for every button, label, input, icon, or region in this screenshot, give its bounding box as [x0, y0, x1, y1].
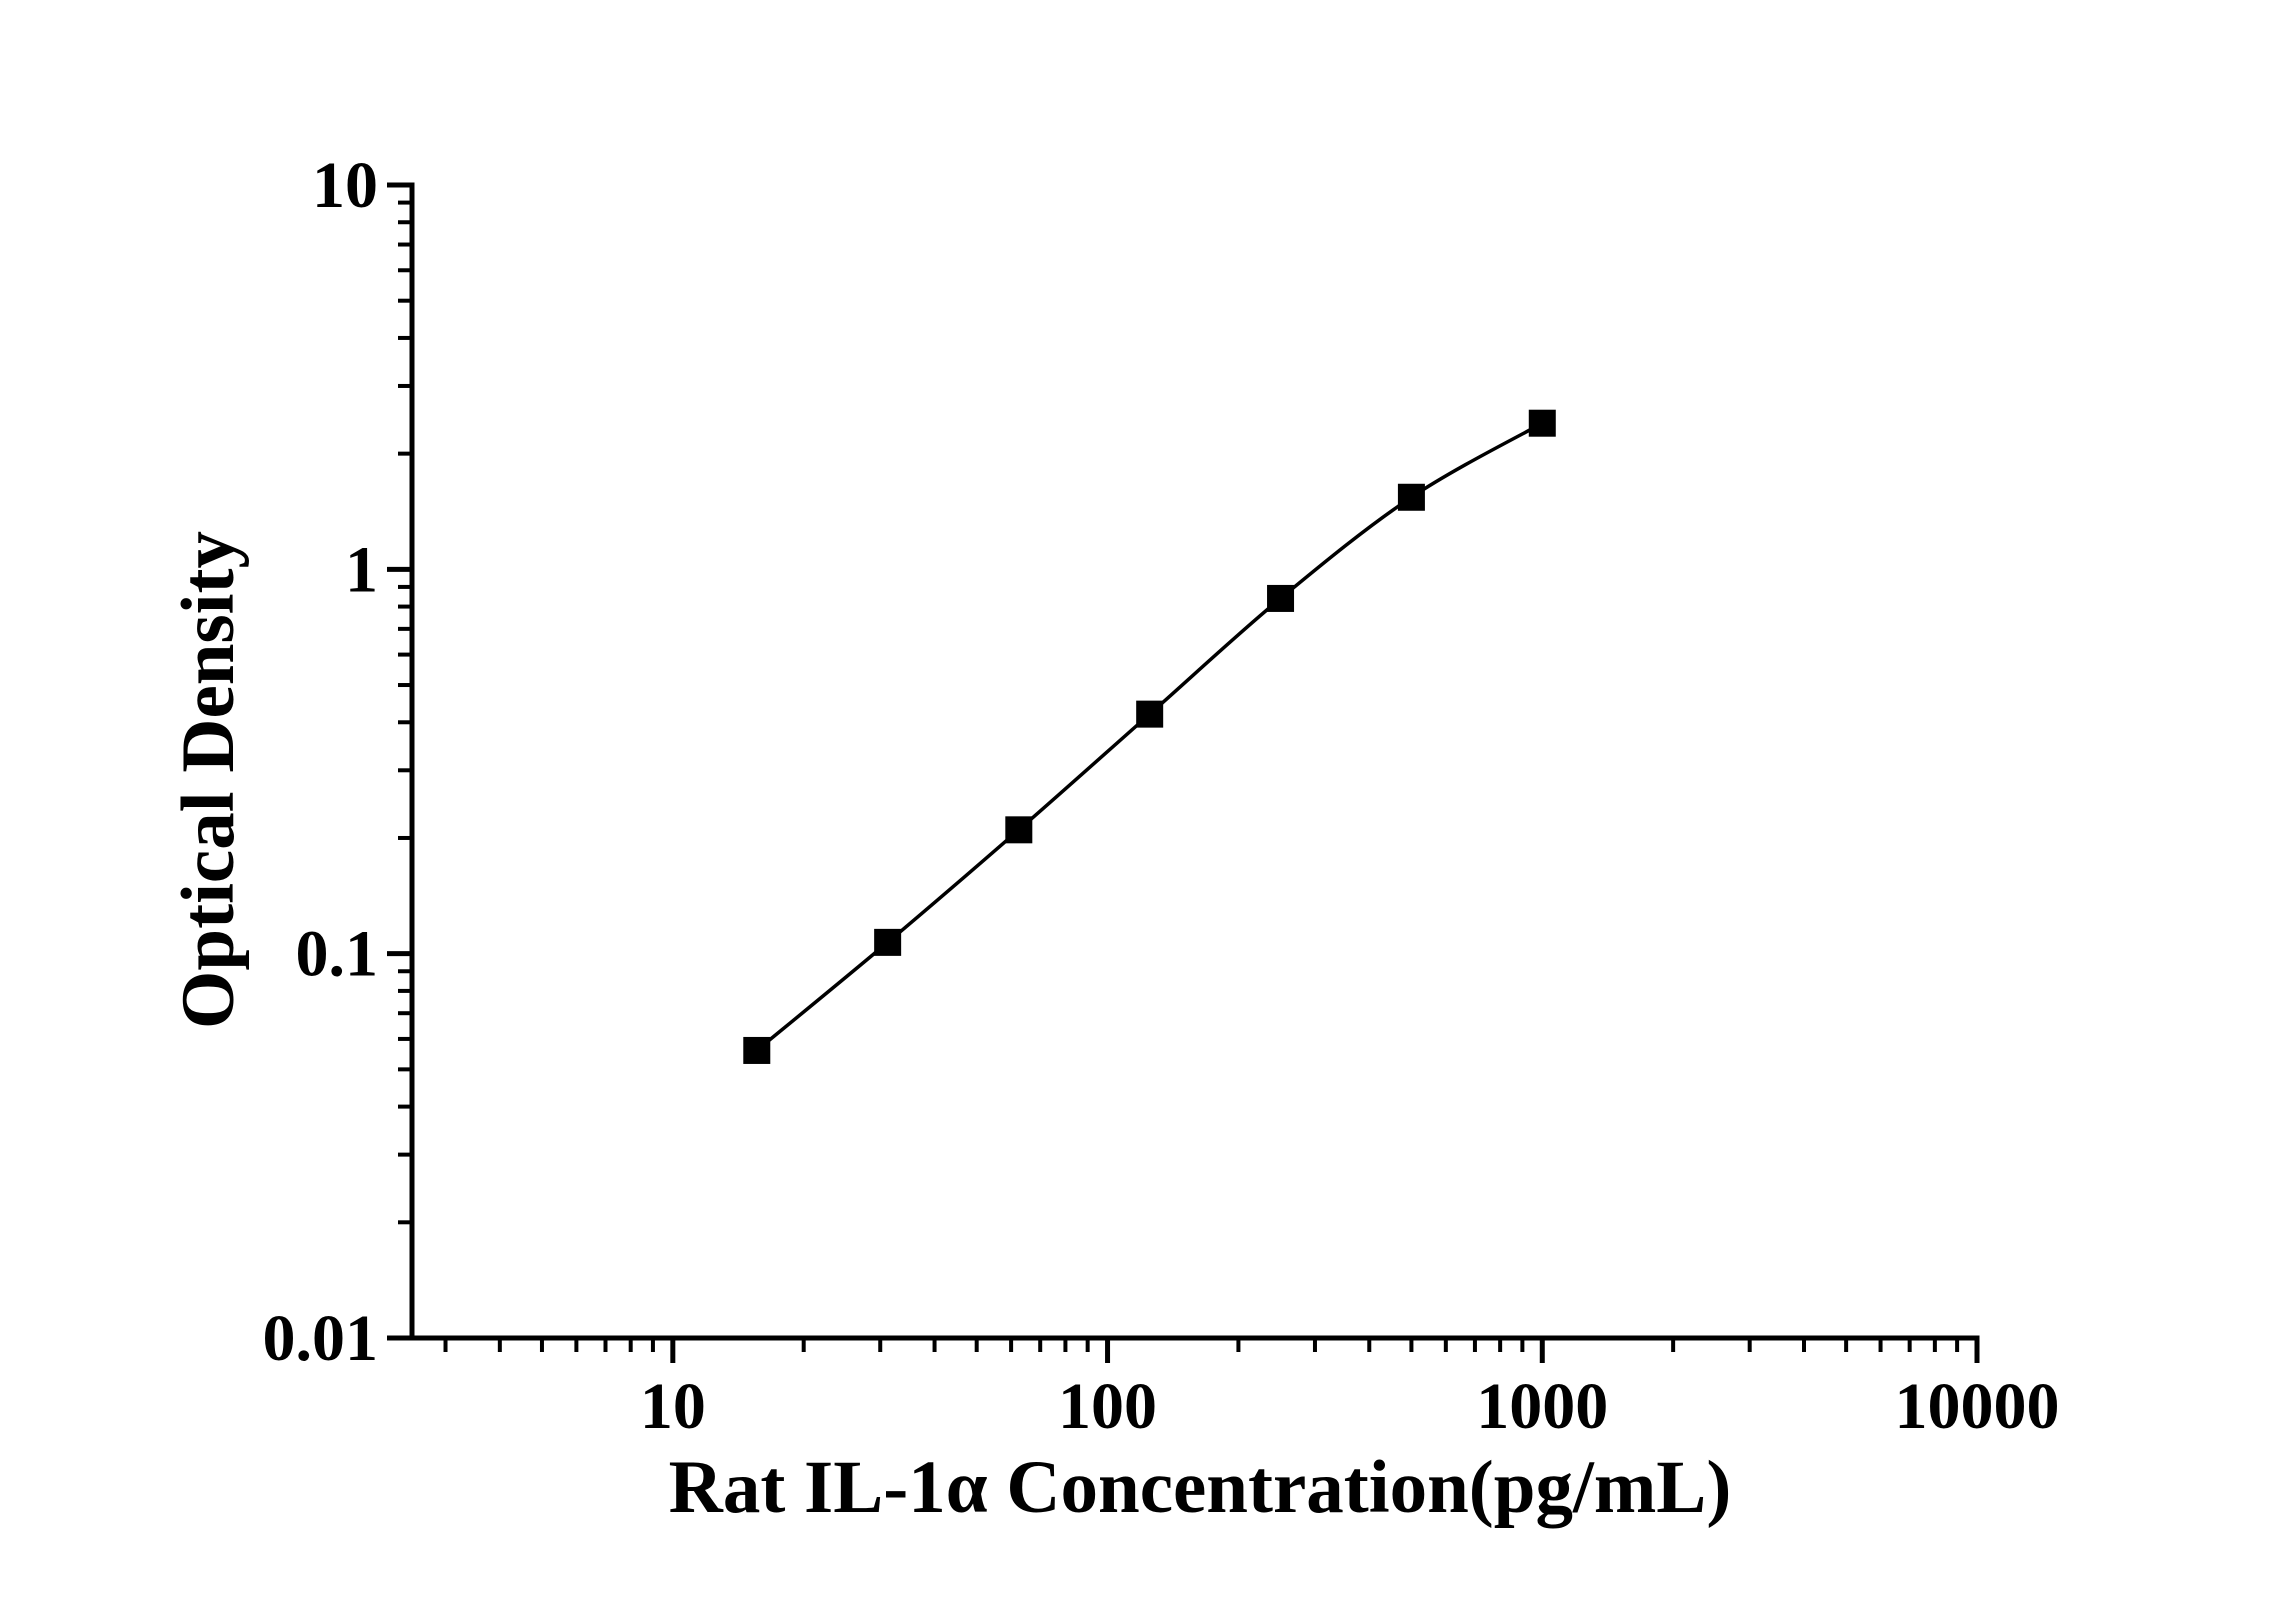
- axes-layer: [409, 182, 1980, 1341]
- data-point-marker: [1397, 483, 1425, 511]
- x-axis-tick-label: 10: [640, 1370, 706, 1443]
- data-point-marker: [874, 928, 902, 956]
- ticks-layer: [387, 182, 1980, 1363]
- y-axis-tick-label: 10: [312, 149, 378, 222]
- data-point-marker: [743, 1036, 771, 1064]
- y-axis-title: Optical Density: [167, 531, 250, 1029]
- data-point-marker: [1136, 700, 1164, 728]
- data-point-marker: [1267, 584, 1295, 612]
- y-axis-tick-label: 0.01: [263, 1302, 379, 1375]
- standard-curve-line: [755, 421, 1544, 1052]
- x-axis-tick-label: 10000: [1895, 1370, 2060, 1443]
- y-axis-tick-label: 1: [345, 533, 378, 606]
- x-axis-tick-label: 1000: [1476, 1370, 1608, 1443]
- data-point-marker: [1528, 409, 1556, 437]
- x-axis-title: Rat IL-1α Concentration(pg/mL): [669, 1446, 1732, 1529]
- data-point-marker: [1005, 816, 1033, 844]
- x-axis-tick-label: 100: [1058, 1370, 1157, 1443]
- data-points-layer: [743, 409, 1556, 1064]
- tick-labels-layer: 10 100 1000 10000 10 1 0.1 0.01: [263, 149, 2060, 1443]
- y-axis-tick-label: 0.1: [296, 918, 379, 991]
